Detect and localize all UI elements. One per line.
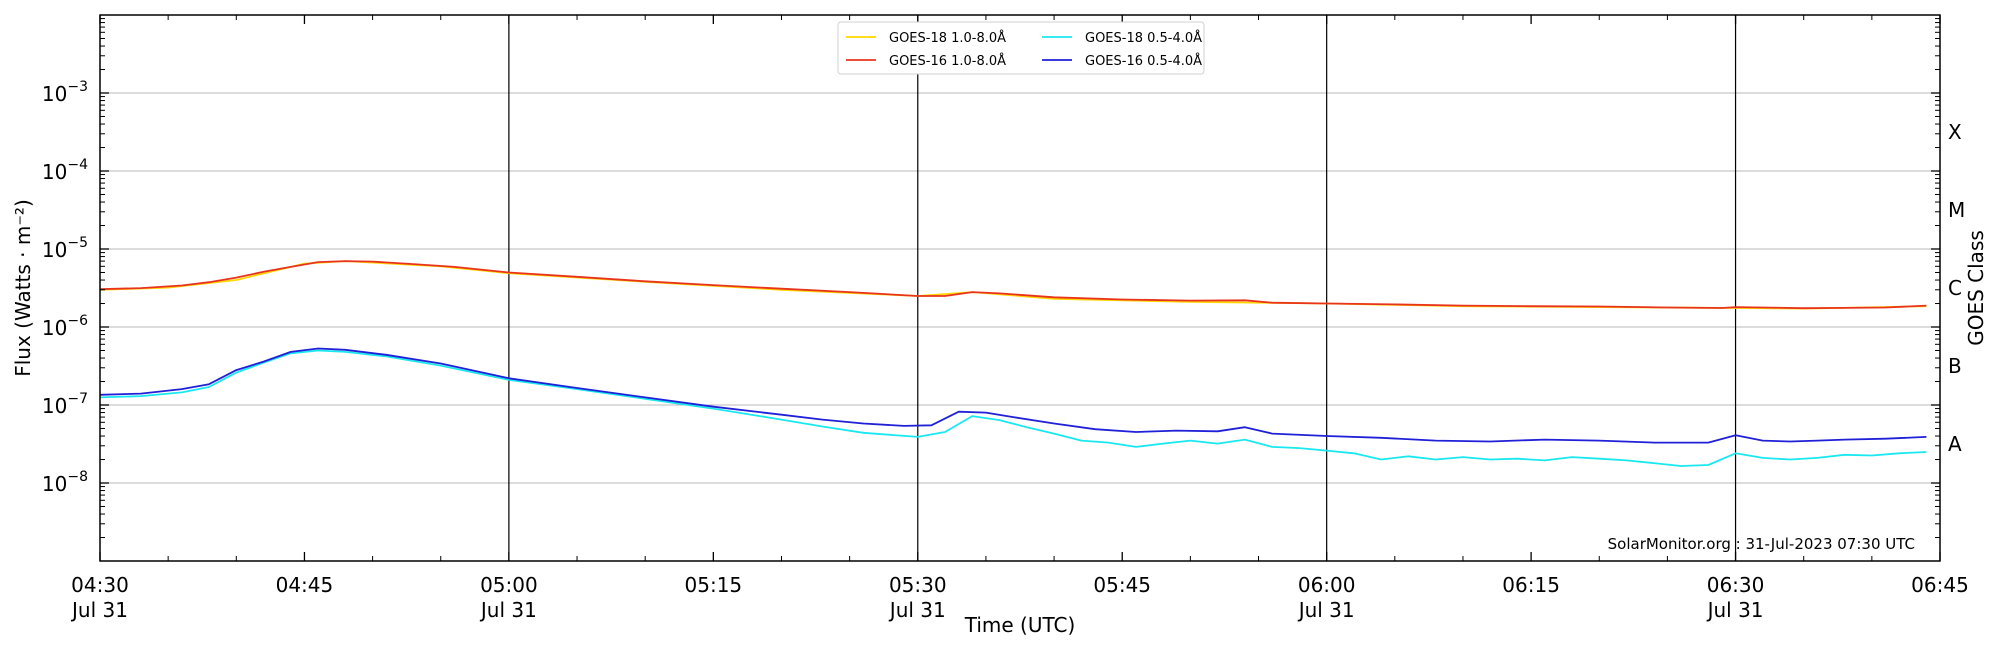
legend: GOES-18 1.0-8.0Å GOES-18 0.5-4.0Å GOES-16 …	[837, 21, 1205, 75]
legend-label: GOES-16 1.0-8.0Å	[889, 53, 1006, 69]
credit-annotation: SolarMonitor.org : 31-Jul-2023 07:30 UTC	[1608, 535, 1915, 553]
tick-layer	[99, 15, 1941, 561]
y-axis-title: Flux (Watts · m⁻²)	[11, 199, 35, 377]
legend-label: GOES-18 1.0-8.0Å	[889, 30, 1006, 46]
goes-class-label: B	[1948, 354, 1962, 378]
x-tick-date-label: Jul 31	[888, 598, 946, 622]
grid-layer	[100, 92, 1940, 484]
series-line	[99, 347, 1927, 444]
goes-class-label: A	[1948, 432, 1962, 456]
x-tick-date-label: Jul 31	[70, 598, 128, 622]
y-tick-label: 10−8	[42, 469, 88, 496]
x-tick-label: 06:30	[1707, 573, 1765, 597]
vertical-line-layer	[508, 15, 1737, 561]
x-axis-title: Time (UTC)	[964, 613, 1076, 637]
x-tick-label: 05:30	[889, 573, 947, 597]
legend-box	[837, 21, 1205, 75]
x-tick-label: 06:15	[1502, 573, 1560, 597]
goes-class-label: M	[1948, 198, 1965, 222]
series-layer	[99, 260, 1927, 467]
legend-label: GOES-16 0.5-4.0Å	[1085, 53, 1202, 69]
x-tick-label: 05:45	[1093, 573, 1151, 597]
plot-frame	[99, 14, 1941, 562]
x-tick-label: 04:45	[276, 573, 334, 597]
x-tick-date-label: Jul 31	[479, 598, 537, 622]
x-tick-label: 05:15	[685, 573, 743, 597]
y-tick-label: 10−3	[42, 79, 88, 106]
goes-class-axis-title: GOES Class	[1964, 230, 1988, 346]
goes-class-label: C	[1948, 276, 1962, 300]
series-line	[99, 260, 1927, 310]
x-tick-label: 05:00	[480, 573, 538, 597]
y-tick-label: 10−5	[42, 235, 88, 262]
legend-label: GOES-18 0.5-4.0Å	[1085, 30, 1202, 46]
x-tick-label: 04:30	[71, 573, 129, 597]
series-line	[99, 349, 1927, 467]
series-line	[99, 260, 1927, 310]
y-tick-label: 10−6	[42, 313, 88, 340]
goes-class-label: X	[1948, 120, 1962, 144]
x-tick-label: 06:00	[1298, 573, 1356, 597]
x-tick-date-label: Jul 31	[1297, 598, 1355, 622]
x-tick-date-label: Jul 31	[1706, 598, 1764, 622]
x-tick-label: 06:45	[1911, 573, 1969, 597]
y-tick-label: 10−4	[42, 157, 88, 184]
y-tick-label: 10−7	[42, 391, 88, 418]
